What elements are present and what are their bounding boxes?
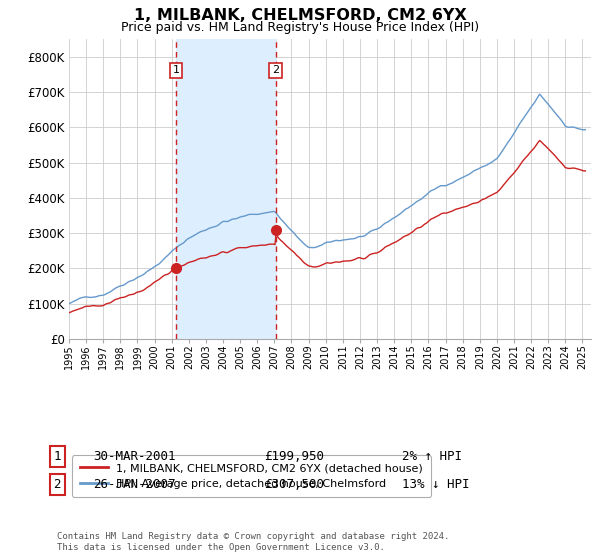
Text: £199,950: £199,950	[264, 450, 324, 463]
Text: 2: 2	[272, 66, 280, 75]
Text: 1: 1	[53, 450, 61, 463]
Text: 26-JAN-2007: 26-JAN-2007	[93, 478, 176, 491]
Text: Price paid vs. HM Land Registry's House Price Index (HPI): Price paid vs. HM Land Registry's House …	[121, 21, 479, 34]
Text: 1: 1	[172, 66, 179, 75]
Text: 13% ↓ HPI: 13% ↓ HPI	[402, 478, 470, 491]
Bar	[176, 39, 276, 339]
Text: 30-MAR-2001: 30-MAR-2001	[93, 450, 176, 463]
Legend: 1, MILBANK, CHELMSFORD, CM2 6YX (detached house), HPI: Average price, detached h: 1, MILBANK, CHELMSFORD, CM2 6YX (detache…	[72, 455, 431, 497]
Text: 2: 2	[53, 478, 61, 491]
Text: 1, MILBANK, CHELMSFORD, CM2 6YX: 1, MILBANK, CHELMSFORD, CM2 6YX	[134, 8, 466, 24]
Text: Contains HM Land Registry data © Crown copyright and database right 2024.
This d: Contains HM Land Registry data © Crown c…	[57, 532, 449, 552]
Text: 2% ↑ HPI: 2% ↑ HPI	[402, 450, 462, 463]
Text: £307,500: £307,500	[264, 478, 324, 491]
